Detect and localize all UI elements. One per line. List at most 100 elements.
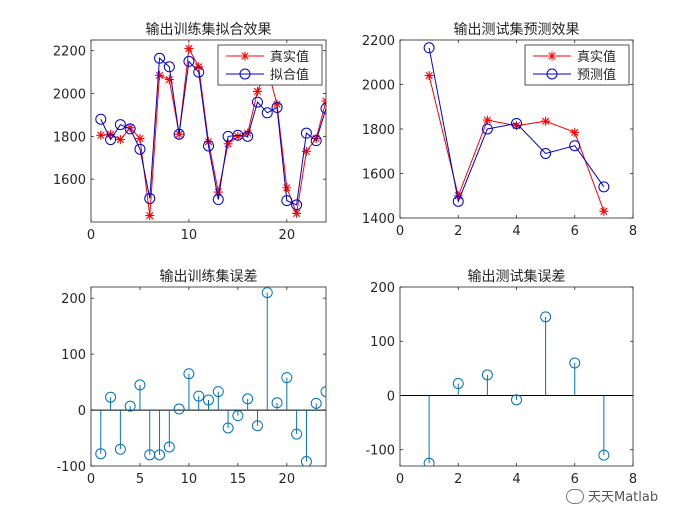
legend-label: 拟合值 xyxy=(270,67,309,83)
y-tick-label: 1600 xyxy=(362,168,395,183)
data-point-circle xyxy=(134,143,146,155)
data-point-circle xyxy=(569,140,581,152)
x-tick-label: 8 xyxy=(629,472,637,487)
legend-box xyxy=(217,44,323,86)
legend-marker-circle xyxy=(546,68,558,80)
stem-marker xyxy=(540,311,552,323)
data-point-circle xyxy=(511,117,522,129)
stem-marker xyxy=(154,449,166,461)
stem-marker xyxy=(300,456,312,466)
data-point-star xyxy=(233,131,243,141)
data-point-star xyxy=(424,71,434,81)
data-point-star xyxy=(292,208,302,218)
y-tick-label: 2200 xyxy=(53,45,86,60)
stem-marker xyxy=(242,393,254,405)
data-point-star xyxy=(213,187,223,197)
series-line-2 xyxy=(100,57,326,206)
data-point-star xyxy=(311,133,321,143)
x-tick-label: 2 xyxy=(454,224,462,239)
data-point-circle xyxy=(173,128,185,140)
data-point-circle xyxy=(242,130,254,142)
data-point-circle xyxy=(291,199,303,211)
wechat-icon xyxy=(566,489,584,504)
data-point-star xyxy=(145,211,155,221)
x-tick-label: 8 xyxy=(629,224,637,239)
chart-title: 输出测试集误差 xyxy=(468,268,566,285)
x-tick-label: 4 xyxy=(512,472,520,487)
data-point-star xyxy=(115,135,125,145)
x-tick-label: 0 xyxy=(396,224,404,239)
x-tick-label: 20 xyxy=(279,472,296,487)
y-tick-label: -100 xyxy=(56,460,86,475)
y-tick-label: 2000 xyxy=(53,88,86,103)
data-point-star xyxy=(96,130,106,140)
data-point-circle xyxy=(114,119,126,131)
plot-area xyxy=(423,42,610,216)
series-line-2 xyxy=(428,47,605,204)
x-tick-label: 20 xyxy=(279,228,296,243)
x-tick-label: 6 xyxy=(571,224,579,239)
y-tick-label: 2200 xyxy=(362,34,395,49)
plot-area xyxy=(95,44,326,221)
y-tick-label: 100 xyxy=(61,348,86,363)
stem-marker xyxy=(124,400,136,412)
data-point-star xyxy=(135,133,145,143)
y-tick-label: 1400 xyxy=(362,212,395,227)
data-point-star xyxy=(482,115,492,125)
data-point-star xyxy=(570,127,580,137)
stem-marker xyxy=(134,379,146,391)
data-point-circle xyxy=(154,52,166,64)
data-point-circle xyxy=(183,55,195,67)
y-tick-label: 100 xyxy=(370,335,395,350)
stem-marker xyxy=(291,428,303,440)
watermark-text: 天天Matlab xyxy=(588,490,659,505)
y-tick-label: 1800 xyxy=(362,123,395,138)
data-point-circle xyxy=(423,42,435,54)
data-point-circle xyxy=(124,123,136,135)
legend-label: 真实值 xyxy=(270,49,309,65)
data-point-star xyxy=(252,86,262,96)
data-point-circle xyxy=(452,195,464,207)
data-point-circle xyxy=(193,66,205,78)
data-point-star xyxy=(453,191,463,201)
stem-marker xyxy=(222,422,234,434)
stem-marker xyxy=(193,390,205,402)
data-point-star xyxy=(541,116,551,126)
stem-marker xyxy=(163,441,175,453)
x-tick-label: 0 xyxy=(87,228,95,243)
x-tick-label: 6 xyxy=(571,472,579,487)
y-tick-label: -100 xyxy=(365,444,395,459)
chart-title: 输出训练集拟合效果 xyxy=(146,21,272,38)
x-tick-label: 10 xyxy=(181,228,198,243)
x-tick-label: 5 xyxy=(136,472,144,487)
stem-marker xyxy=(105,391,117,403)
data-point-star xyxy=(282,183,292,193)
stem-marker xyxy=(281,372,293,384)
chart-title: 输出训练集误差 xyxy=(160,268,258,285)
x-tick-label: 15 xyxy=(230,472,247,487)
data-point-star xyxy=(301,146,311,156)
data-point-circle xyxy=(95,113,107,125)
y-tick-label: 0 xyxy=(78,404,86,419)
legend-marker-circle xyxy=(239,68,251,80)
stem-marker xyxy=(310,397,322,409)
stem-marker xyxy=(212,386,224,398)
plot-area xyxy=(400,311,633,466)
legend-label: 预测值 xyxy=(577,67,616,83)
data-point-circle xyxy=(300,127,312,139)
data-point-circle xyxy=(481,123,493,135)
stem-marker xyxy=(320,386,326,398)
stem-marker xyxy=(173,403,185,415)
data-point-star xyxy=(184,44,194,54)
plot-area xyxy=(91,287,326,466)
data-point-star xyxy=(155,70,165,80)
legend-box xyxy=(524,44,630,86)
axes-box xyxy=(90,286,327,467)
data-point-star xyxy=(272,99,282,109)
stem-marker xyxy=(598,449,610,461)
y-tick-label: 200 xyxy=(61,292,86,307)
